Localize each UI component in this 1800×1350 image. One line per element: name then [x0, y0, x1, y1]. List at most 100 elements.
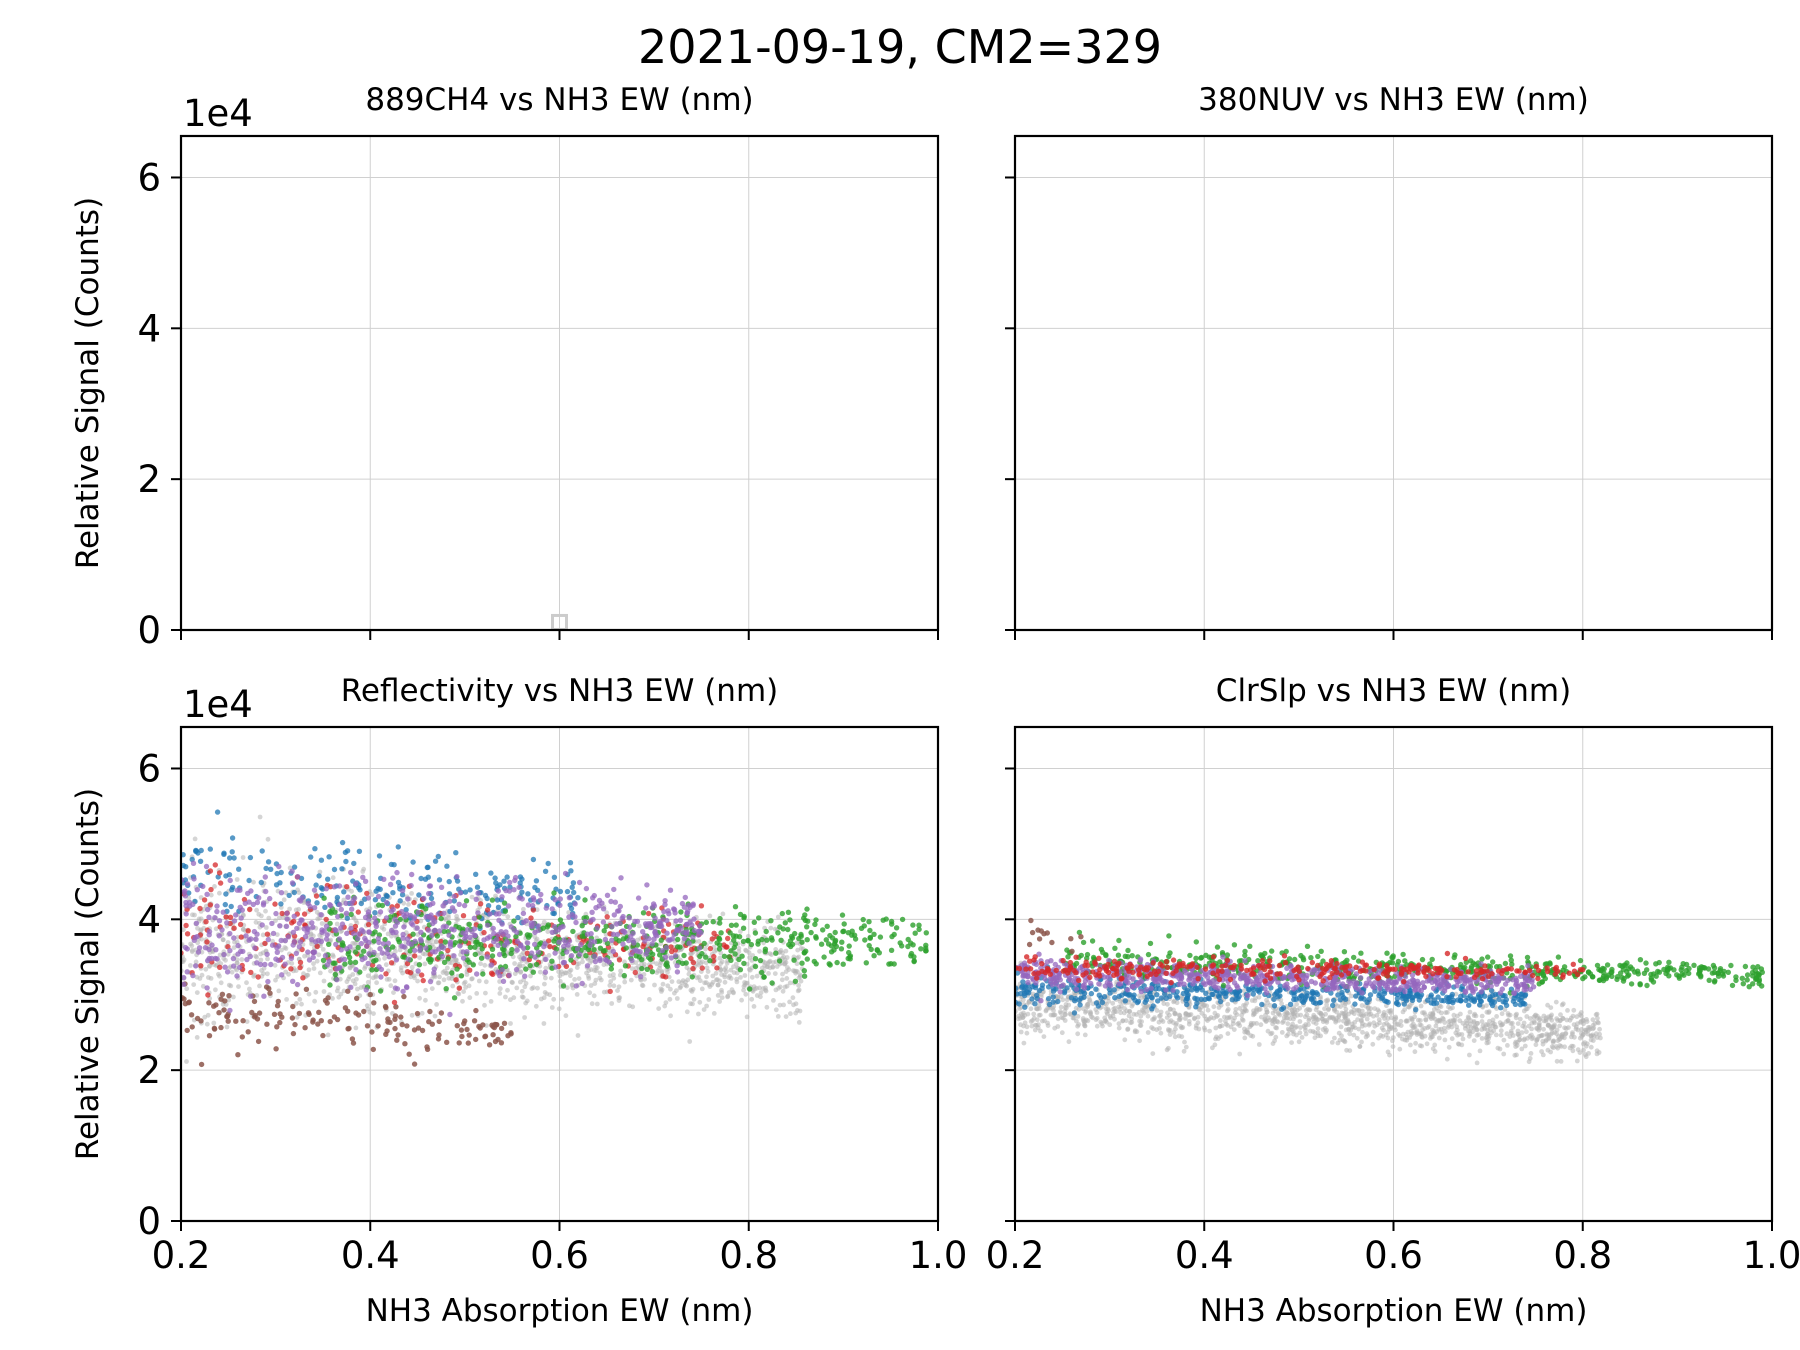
scatter-point — [662, 954, 669, 960]
scatter-point — [609, 923, 615, 930]
scatter-point — [1299, 993, 1305, 999]
scatter-point — [528, 915, 534, 921]
scatter-point — [1439, 1010, 1444, 1016]
scatter-point — [828, 943, 835, 949]
scatter-point — [657, 952, 663, 958]
scatter-point — [1242, 1035, 1248, 1041]
scatter-point — [429, 932, 435, 939]
scatter-point — [696, 939, 702, 944]
scatter-point — [918, 946, 924, 952]
scatter-point — [450, 983, 456, 989]
scatter-point — [376, 939, 382, 946]
scatter-point — [1579, 1027, 1584, 1032]
scatter-point — [245, 890, 251, 897]
scatter-point — [339, 942, 345, 948]
scatter-point — [417, 995, 422, 1001]
scatter-point — [322, 904, 328, 910]
scatter-point — [570, 880, 577, 886]
scatter-point — [1207, 1028, 1212, 1034]
scatter-point — [1182, 1039, 1187, 1045]
scatter-point — [442, 939, 449, 945]
scatter-point — [394, 986, 401, 992]
scatter-point — [1273, 1034, 1279, 1040]
scatter-point — [1540, 1038, 1546, 1044]
scatter-point — [251, 1014, 258, 1020]
y-axis-label: Relative Signal (Counts) — [70, 788, 106, 1160]
scatter-point — [609, 937, 615, 943]
scatter-point — [449, 970, 455, 976]
scatter-point — [1022, 1004, 1028, 1010]
scatter-point — [686, 902, 692, 908]
scatter-point — [644, 947, 651, 954]
scatter-point — [1122, 998, 1129, 1004]
scatter-point — [721, 953, 728, 959]
scatter-point — [240, 1018, 246, 1024]
scatter-point — [576, 879, 583, 886]
scatter-point — [1498, 1032, 1504, 1038]
scatter-point — [535, 949, 541, 955]
scatter-point — [813, 961, 819, 967]
scatter-point — [519, 889, 525, 895]
scatter-point — [707, 913, 713, 919]
scatter-point — [315, 1021, 321, 1027]
scatter-point — [469, 894, 475, 900]
scatter-point — [265, 859, 272, 865]
scatter-point — [1405, 1018, 1410, 1024]
scatter-point — [451, 898, 457, 904]
scatter-point — [392, 1025, 398, 1032]
scatter-point — [507, 879, 513, 886]
scatter-point — [1055, 994, 1061, 1000]
scatter-point — [380, 941, 387, 947]
scatter-point — [1413, 1040, 1418, 1046]
scatter-point — [447, 1011, 453, 1018]
scatter-point — [751, 919, 757, 925]
scatter-point — [341, 988, 347, 994]
scatter-point — [1529, 1020, 1535, 1026]
scatter-point — [905, 943, 911, 950]
scatter-point — [1330, 1002, 1336, 1009]
scatter-point — [294, 1001, 299, 1006]
scatter-point — [597, 957, 603, 964]
scatter-point — [520, 910, 527, 917]
scatter-point — [224, 1024, 230, 1030]
scatter-point — [365, 895, 371, 901]
scatter-point — [813, 917, 819, 923]
scatter-point — [383, 962, 389, 968]
scatter-point — [1467, 1031, 1473, 1037]
scatter-point — [1083, 1008, 1089, 1014]
scatter-point — [407, 912, 413, 919]
scatter-point — [591, 953, 598, 959]
scatter-point — [617, 972, 623, 978]
scatter-point — [466, 1032, 472, 1038]
scatter-point — [401, 993, 407, 1000]
scatter-point — [574, 965, 580, 970]
scatter-point — [1291, 1029, 1296, 1034]
scatter-point — [1563, 1031, 1568, 1037]
scatter-point — [438, 884, 445, 890]
scatter-point — [323, 916, 329, 923]
scatter-point — [1082, 1023, 1088, 1029]
scatter-point — [502, 952, 508, 959]
scatter-point — [323, 936, 330, 942]
scatter-point — [1586, 1027, 1591, 1033]
scatter-point — [1228, 1024, 1234, 1030]
scatter-point — [240, 855, 246, 860]
scatter-point — [485, 903, 492, 909]
scatter-point — [1263, 1019, 1269, 1024]
scatter-point — [1398, 1018, 1404, 1024]
scatter-point — [524, 998, 530, 1004]
scatter-point — [669, 936, 676, 942]
scatter-point — [524, 944, 531, 951]
scatter-point — [428, 912, 434, 918]
scatter-point — [273, 956, 279, 962]
scatter-point — [845, 955, 851, 962]
scatter-point — [265, 936, 271, 943]
scatter-point — [375, 1023, 381, 1029]
scatter-point — [588, 967, 594, 972]
scatter-point — [207, 868, 214, 874]
scatter-point — [552, 897, 558, 903]
scatter-point — [203, 863, 210, 870]
scatter-point — [723, 944, 729, 950]
scatter-point — [610, 931, 617, 937]
scatter-point — [204, 939, 210, 945]
